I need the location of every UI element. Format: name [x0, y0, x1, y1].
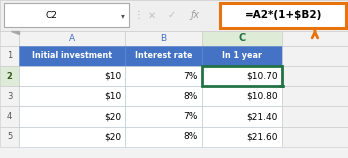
Text: ƒx: ƒx — [191, 10, 200, 20]
Text: In 1 year: In 1 year — [222, 52, 262, 60]
Text: 2: 2 — [7, 72, 13, 81]
Bar — [19, 86, 125, 106]
Bar — [202, 66, 282, 86]
Text: $21.40: $21.40 — [246, 112, 278, 121]
Bar — [19, 127, 125, 147]
Text: $10.80: $10.80 — [246, 92, 278, 101]
Bar — [202, 66, 282, 86]
Bar — [0, 31, 19, 46]
Bar — [282, 106, 348, 127]
Text: $20: $20 — [104, 132, 121, 141]
Polygon shape — [11, 31, 19, 34]
Text: $20: $20 — [104, 112, 121, 121]
Bar — [4, 3, 129, 27]
Text: 4: 4 — [7, 112, 12, 121]
Text: ⋮: ⋮ — [133, 10, 143, 20]
Bar — [125, 46, 202, 66]
Bar — [282, 127, 348, 147]
Text: C2: C2 — [46, 11, 58, 20]
Bar — [0, 86, 19, 106]
Bar — [0, 66, 19, 86]
Bar — [125, 86, 202, 106]
Text: 7%: 7% — [183, 112, 198, 121]
Text: $10.70: $10.70 — [246, 72, 278, 81]
Text: A: A — [69, 34, 75, 43]
Bar — [0, 0, 348, 31]
Bar — [19, 46, 125, 66]
Bar — [0, 106, 19, 127]
Text: 1: 1 — [7, 52, 12, 60]
Bar — [282, 31, 348, 46]
Bar — [220, 3, 346, 28]
Bar — [125, 31, 202, 46]
Text: Initial investment: Initial investment — [32, 52, 112, 60]
Bar — [282, 66, 348, 86]
Bar — [125, 127, 202, 147]
Bar — [125, 66, 202, 86]
Bar — [282, 46, 348, 66]
Bar — [0, 127, 19, 147]
Text: ✕: ✕ — [148, 10, 156, 20]
Text: ▾: ▾ — [121, 11, 125, 20]
Bar — [202, 46, 282, 66]
Text: Interest rate: Interest rate — [135, 52, 192, 60]
Bar — [202, 106, 282, 127]
Bar — [19, 66, 125, 86]
Text: 8%: 8% — [183, 132, 198, 141]
Bar — [19, 31, 125, 46]
Text: C: C — [238, 33, 245, 43]
Bar — [19, 106, 125, 127]
Text: =A2*(1+$B2): =A2*(1+$B2) — [244, 10, 322, 20]
Bar — [202, 127, 282, 147]
Text: $10: $10 — [104, 92, 121, 101]
Bar — [202, 86, 282, 106]
Text: 7%: 7% — [183, 72, 198, 81]
Bar — [125, 106, 202, 127]
Text: 8%: 8% — [183, 92, 198, 101]
Bar — [202, 31, 282, 46]
Text: 3: 3 — [7, 92, 12, 101]
Text: B: B — [160, 34, 167, 43]
Text: $10: $10 — [104, 72, 121, 81]
Bar — [0, 46, 19, 66]
Text: 5: 5 — [7, 132, 12, 141]
Bar — [279, 85, 284, 87]
Bar — [282, 86, 348, 106]
Text: ✓: ✓ — [167, 10, 175, 20]
Text: $21.60: $21.60 — [246, 132, 278, 141]
